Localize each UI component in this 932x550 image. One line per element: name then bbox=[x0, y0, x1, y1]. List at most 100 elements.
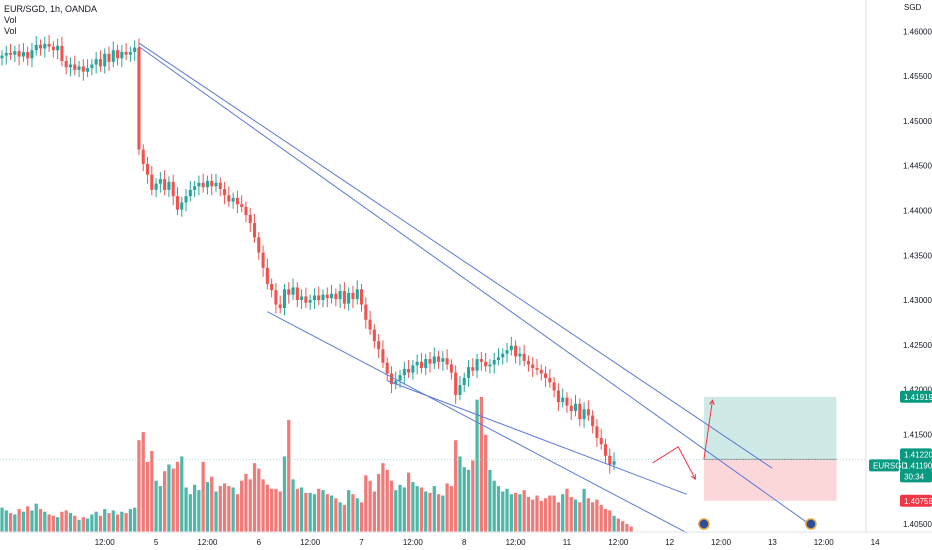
volume-bar bbox=[13, 514, 17, 532]
volume-bar bbox=[85, 518, 90, 532]
stop-zone[interactable] bbox=[703, 459, 837, 501]
candle-body bbox=[544, 373, 548, 378]
time-marker-icon[interactable] bbox=[805, 518, 817, 530]
volume-bar bbox=[257, 468, 261, 532]
candle-body bbox=[240, 204, 244, 207]
time-tick-label: 12:00 bbox=[197, 538, 218, 547]
candle-body bbox=[197, 182, 201, 187]
candle-body bbox=[227, 195, 231, 202]
candle-body bbox=[133, 47, 137, 53]
candle-body bbox=[73, 64, 77, 70]
candle-body bbox=[68, 64, 73, 68]
volume-indicator-label[interactable]: Vol bbox=[4, 26, 17, 36]
volume-indicator-label[interactable]: Vol bbox=[4, 15, 17, 25]
candle-body bbox=[145, 163, 150, 175]
volume-bar bbox=[475, 399, 479, 532]
volume-bar bbox=[64, 510, 68, 532]
trendline[interactable] bbox=[138, 42, 773, 469]
candle-body bbox=[351, 292, 355, 300]
candle-body bbox=[398, 375, 402, 381]
time-marker-icon[interactable] bbox=[698, 518, 710, 530]
price-tick-label: 1.43500 bbox=[903, 251, 932, 260]
candle-body bbox=[64, 60, 68, 68]
candle-body bbox=[479, 359, 483, 362]
price-tick-label: 1.42500 bbox=[903, 341, 932, 350]
candle-body bbox=[338, 291, 342, 300]
volume-bar bbox=[17, 509, 21, 532]
entry-price-tag-bg bbox=[900, 448, 932, 461]
volume-bar bbox=[377, 473, 381, 532]
volume-bar bbox=[171, 468, 175, 532]
candle-body bbox=[509, 345, 513, 351]
volume-bar bbox=[505, 488, 509, 532]
time-tick-label: 5 bbox=[154, 538, 159, 547]
candle-body bbox=[402, 368, 406, 376]
candle-body bbox=[60, 45, 64, 61]
volume-bar bbox=[218, 486, 222, 532]
volume-bar bbox=[509, 494, 513, 532]
candle-body bbox=[34, 44, 38, 51]
target-zone[interactable] bbox=[703, 396, 837, 460]
volume-bar bbox=[347, 490, 351, 532]
candle-body bbox=[308, 300, 312, 303]
trendline[interactable] bbox=[387, 380, 687, 495]
candle-body bbox=[389, 373, 394, 385]
volume-bar bbox=[145, 461, 150, 532]
candle-body bbox=[231, 197, 235, 202]
candle-body bbox=[578, 403, 582, 420]
candle-body bbox=[265, 267, 269, 284]
candle-body bbox=[445, 358, 449, 365]
projection-arrow[interactable] bbox=[703, 400, 713, 460]
volume-bar bbox=[424, 491, 428, 532]
candle-body bbox=[514, 345, 518, 357]
candle-body bbox=[424, 359, 428, 369]
volume-bar bbox=[158, 486, 162, 532]
candle-body bbox=[304, 296, 308, 303]
volume-bar bbox=[462, 467, 466, 532]
stop-price-tag-bg bbox=[900, 494, 932, 507]
volume-bar bbox=[150, 451, 154, 532]
volume-bar bbox=[90, 514, 94, 532]
volume-bar bbox=[513, 492, 518, 532]
symbol-title[interactable]: EUR/SGD, 1h, OANDA bbox=[4, 4, 98, 14]
candle-body bbox=[141, 149, 145, 164]
candle-body bbox=[342, 291, 346, 304]
volume-bar bbox=[141, 432, 145, 532]
candle-body bbox=[51, 46, 55, 51]
candle-body bbox=[270, 283, 274, 291]
symbol-tag: EURSGD bbox=[873, 461, 907, 470]
trendline[interactable] bbox=[267, 311, 688, 534]
candle-body bbox=[13, 51, 17, 55]
volume-bar bbox=[304, 492, 308, 532]
candle-body bbox=[158, 179, 162, 184]
volume-bar bbox=[526, 496, 531, 532]
volume-bar bbox=[154, 480, 158, 532]
volume-bar bbox=[38, 509, 43, 532]
candle-body bbox=[496, 357, 501, 361]
time-tick-label: 14 bbox=[871, 538, 880, 547]
candle-body bbox=[90, 64, 94, 69]
volume-bar bbox=[94, 511, 98, 532]
target-price-tag: 1.41919 bbox=[904, 393, 932, 402]
volume-bar bbox=[436, 494, 441, 532]
candle-body bbox=[300, 296, 304, 301]
projection-arrow[interactable] bbox=[652, 446, 696, 480]
price-tick-label: 1.40500 bbox=[903, 520, 932, 529]
candle-body bbox=[201, 182, 205, 188]
volume-bar bbox=[591, 502, 595, 532]
price-tick-label: 1.46000 bbox=[903, 27, 932, 36]
volume-bar bbox=[338, 502, 342, 532]
time-axis: 12:00 5 12:00 6 12:00 7 12:00 8 12:00 11 12:00 12 12… bbox=[95, 538, 880, 547]
volume-bar bbox=[248, 479, 252, 532]
candle-body bbox=[603, 444, 608, 456]
candle-body bbox=[548, 377, 552, 383]
volume-bar bbox=[501, 491, 505, 532]
candle-body bbox=[17, 51, 21, 57]
candle-body bbox=[419, 361, 423, 369]
volume-bar bbox=[98, 515, 103, 532]
trendline[interactable] bbox=[138, 46, 816, 529]
candle-body bbox=[518, 353, 522, 357]
volume-bar bbox=[479, 397, 483, 532]
candle-body bbox=[30, 50, 34, 59]
